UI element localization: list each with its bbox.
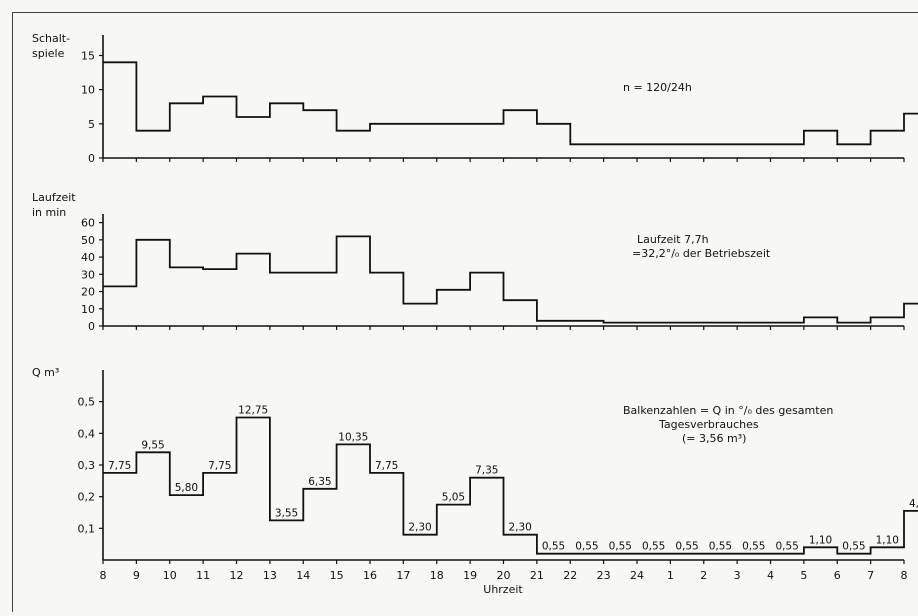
panel2-y-tick-label: 30 <box>81 268 95 281</box>
bar-value-label: 0,55 <box>609 541 632 553</box>
x-tick-label: 2 <box>700 569 707 582</box>
bar-value-label: 2,30 <box>408 522 431 534</box>
bar-value-label: 1,10 <box>876 534 899 546</box>
x-tick-label: 20 <box>497 569 511 582</box>
x-tick-label: 5 <box>800 569 807 582</box>
bar-value-label: 0,55 <box>642 541 665 553</box>
frame-left-edge <box>12 12 13 612</box>
bar-value-label: 7,75 <box>208 460 231 472</box>
bar-value-label: 7,75 <box>108 460 131 472</box>
panel2-ylabel-line2: in min <box>32 206 66 219</box>
bar-value-label: 2,30 <box>508 522 531 534</box>
panel2-y-tick-label: 40 <box>81 251 95 264</box>
bar-value-label: 4,80 <box>909 498 918 510</box>
bar-value-label: 0,55 <box>675 541 698 553</box>
panel2-y-tick-label: 10 <box>81 303 95 316</box>
panel2-y-tick-label: 0 <box>88 320 95 333</box>
bar-value-label: 9,55 <box>141 439 164 451</box>
panel3-annotation-line3: (= 3,56 m³) <box>682 432 746 445</box>
bar-value-label: 7,35 <box>475 465 498 477</box>
panel2-annotation-line2: =32,2°/₀ der Betriebszeit <box>632 247 771 260</box>
bar-value-label: 0,55 <box>842 541 865 553</box>
x-tick-label: 24 <box>630 569 644 582</box>
x-tick-label: 11 <box>196 569 210 582</box>
x-tick-label: 8 <box>901 569 908 582</box>
bar-value-label: 5,05 <box>442 492 465 504</box>
bar-value-label: 0,55 <box>709 541 732 553</box>
bar-value-label: 0,55 <box>575 541 598 553</box>
x-tick-label: 14 <box>296 569 310 582</box>
frame-top-edge <box>12 12 918 13</box>
panel3-step-series <box>103 416 918 555</box>
bar-value-label: 12,75 <box>238 405 268 417</box>
panel3-ylabel: Q m³ <box>32 366 59 379</box>
bar-value-label: 6,35 <box>308 476 331 488</box>
x-tick-label: 17 <box>396 569 410 582</box>
panel3-y-tick-label: 0,1 <box>78 522 96 535</box>
bar-value-label: 0,55 <box>742 541 765 553</box>
panel3-y-tick-label: 0,3 <box>78 459 96 472</box>
x-tick-label: 7 <box>867 569 874 582</box>
x-tick-label: 13 <box>263 569 277 582</box>
x-tick-label: 12 <box>230 569 244 582</box>
panel3-y-tick-label: 0,2 <box>78 491 96 504</box>
panel1-y-tick-label: 0 <box>88 152 95 165</box>
x-tick-label: 19 <box>463 569 477 582</box>
panel2-y-tick-label: 20 <box>81 286 95 299</box>
x-tick-label: 22 <box>563 569 577 582</box>
panel1-annotation: n = 120/24h <box>623 81 692 94</box>
panel2-ylabel-line1: Laufzeit <box>32 191 76 204</box>
panel3-y-tick-label: 0,4 <box>78 427 96 440</box>
panel3-annotation-line1: Balkenzahlen = Q in °/₀ des gesamten <box>623 404 833 417</box>
panel3-y-tick-label: 0,5 <box>78 396 96 409</box>
bar-value-label: 0,55 <box>542 541 565 553</box>
panel1-y-tick-label: 15 <box>81 50 95 63</box>
x-tick-label: 23 <box>597 569 611 582</box>
x-axis-title: Uhrzeit <box>483 583 523 596</box>
panel1-ylabel-line1: Schalt- <box>32 32 70 45</box>
bar-value-label: 7,75 <box>375 460 398 472</box>
x-tick-label: 18 <box>430 569 444 582</box>
panel3-annotation-line2: Tagesverbrauches <box>658 418 759 431</box>
x-tick-label: 3 <box>734 569 741 582</box>
panel1-step-series <box>103 61 918 146</box>
bar-value-label: 3,55 <box>275 507 298 519</box>
panel2-annotation-line1: Laufzeit 7,7h <box>637 233 709 246</box>
panel1-y-tick-label: 5 <box>88 118 95 131</box>
bar-value-label: 10,35 <box>338 431 368 443</box>
panel1-ylabel-line2: spiele <box>32 47 65 60</box>
bar-value-label: 0,55 <box>775 541 798 553</box>
panel2-y-tick-label: 60 <box>81 217 95 230</box>
panel2-y-tick-label: 50 <box>81 234 95 247</box>
x-tick-label: 15 <box>330 569 344 582</box>
x-tick-label: 16 <box>363 569 377 582</box>
bar-value-label: 1,10 <box>809 534 832 546</box>
x-tick-label: 4 <box>767 569 774 582</box>
x-tick-label: 6 <box>834 569 841 582</box>
x-tick-label: 10 <box>163 569 177 582</box>
bar-value-label: 5,80 <box>175 482 198 494</box>
x-tick-label: 8 <box>100 569 107 582</box>
panel2-step-series <box>103 235 918 324</box>
panel1-y-tick-label: 10 <box>81 84 95 97</box>
x-tick-label: 21 <box>530 569 544 582</box>
x-tick-label: 9 <box>133 569 140 582</box>
x-tick-label: 1 <box>667 569 674 582</box>
